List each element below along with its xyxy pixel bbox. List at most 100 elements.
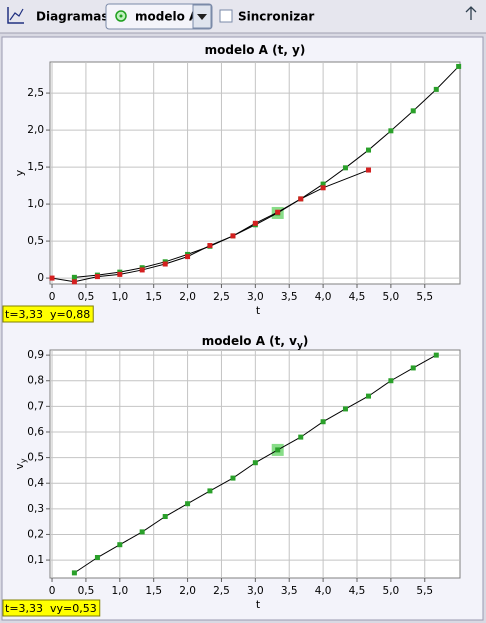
x-tick-label: 3,5 — [281, 585, 298, 597]
diagram-icon[interactable] — [7, 7, 24, 24]
x-tick-label: 4,5 — [349, 585, 366, 597]
dropdown-arrow — [197, 14, 207, 20]
data-point — [94, 555, 100, 561]
title-subscript: y — [297, 341, 303, 351]
title-end: ) — [303, 334, 308, 348]
data-point — [117, 542, 123, 548]
data-point — [185, 254, 191, 260]
y-tick-label: 0,2 — [27, 528, 44, 540]
data-point — [275, 209, 281, 215]
data-point — [275, 447, 281, 453]
toolbar-label: Diagramas — [36, 10, 109, 24]
data-point — [139, 529, 145, 535]
y-tick-label: 1,5 — [27, 161, 44, 173]
data-point — [117, 271, 123, 277]
data-point — [162, 261, 168, 267]
data-point — [94, 274, 100, 280]
data-point — [320, 181, 326, 187]
data-point — [433, 86, 439, 92]
x-tick-label: 0 — [49, 585, 56, 597]
y-label-text: y — [13, 169, 26, 176]
data-point — [207, 243, 213, 249]
data-point — [366, 393, 372, 399]
x-tick-label: 2,0 — [179, 291, 196, 303]
data-point — [252, 220, 258, 226]
title-text: modelo A (t, y) — [205, 43, 306, 57]
y-tick-label: 2,0 — [27, 124, 44, 136]
sync-label: Sincronizar — [238, 10, 314, 24]
y-label-text: v — [13, 463, 26, 470]
data-point — [71, 570, 77, 576]
data-point — [207, 488, 213, 494]
data-point — [298, 434, 304, 440]
y-axis-label: y — [13, 169, 26, 176]
data-point — [230, 233, 236, 239]
x-tick-label: 4,0 — [315, 585, 332, 597]
data-point — [410, 108, 416, 114]
track-dropdown[interactable] — [105, 3, 213, 30]
data-point — [388, 378, 394, 384]
data-point — [320, 185, 326, 191]
x-tick-label: 1,5 — [145, 291, 162, 303]
series-line — [51, 169, 369, 283]
y-tick-label: 2,5 — [27, 87, 44, 99]
y-tick-label: 0,5 — [27, 235, 44, 247]
data-point — [388, 128, 394, 134]
data-point — [185, 501, 191, 507]
data-point — [433, 352, 439, 358]
readout-text: t=3,33 y=0,88 — [5, 308, 90, 321]
data-point — [456, 63, 462, 69]
y-tick-label: 0,4 — [27, 477, 44, 489]
y-axis-label: vy — [13, 458, 28, 470]
x-tick-label: 5,5 — [416, 291, 433, 303]
title-text: modelo A (t, v — [202, 334, 297, 348]
y-tick-label: 0 — [37, 272, 44, 284]
y-label-subscript: y — [19, 458, 28, 463]
x-axis-label: t — [256, 598, 261, 611]
track-name: modelo A — [135, 10, 199, 24]
x-tick-label: 5,0 — [383, 585, 400, 597]
data-point — [162, 514, 168, 520]
x-tick-label: 4,5 — [349, 291, 366, 303]
y-tick-label: 0,7 — [27, 400, 44, 412]
chart-title: modelo A (t, vy) — [202, 334, 309, 351]
data-point — [342, 406, 348, 412]
x-tick-label: 4,0 — [315, 291, 332, 303]
x-tick-label: 3,0 — [247, 291, 264, 303]
sync-checkbox[interactable] — [219, 9, 233, 23]
x-tick-label: 1,0 — [111, 291, 128, 303]
x-tick-label: 1,5 — [145, 585, 162, 597]
y-tick-label: 0,5 — [27, 452, 44, 464]
series-line — [74, 66, 460, 278]
data-point — [252, 460, 258, 466]
data-point — [410, 365, 416, 371]
x-tick-label: 5,0 — [383, 291, 400, 303]
y-tick-label: 0,1 — [27, 554, 44, 566]
y-tick-label: 0,8 — [27, 375, 44, 387]
data-point — [342, 165, 348, 171]
x-axis-label: t — [256, 304, 261, 317]
track-icon-dot — [119, 14, 123, 18]
x-tick-label: 3,0 — [247, 585, 264, 597]
x-tick-label: 0,5 — [78, 291, 95, 303]
toolbar — [0, 0, 486, 33]
readout-text: t=3,33 vy=0,53 — [5, 602, 97, 615]
y-tick-label: 0,3 — [27, 503, 44, 515]
data-point — [366, 147, 372, 153]
x-tick-label: 1,0 — [111, 585, 128, 597]
data-point — [71, 279, 77, 285]
y-tick-label: 0,6 — [27, 426, 44, 438]
data-point — [139, 267, 145, 273]
x-tick-label: 5,5 — [416, 585, 433, 597]
data-point — [230, 475, 236, 481]
data-point — [366, 167, 372, 173]
data-point — [71, 274, 77, 280]
x-tick-label: 0,5 — [78, 585, 95, 597]
readout-box — [2, 599, 101, 617]
data-point — [320, 419, 326, 425]
maximize-button[interactable] — [464, 6, 478, 22]
y-tick-label: 1,0 — [27, 198, 44, 210]
chart-title: modelo A (t, y) — [205, 43, 306, 57]
